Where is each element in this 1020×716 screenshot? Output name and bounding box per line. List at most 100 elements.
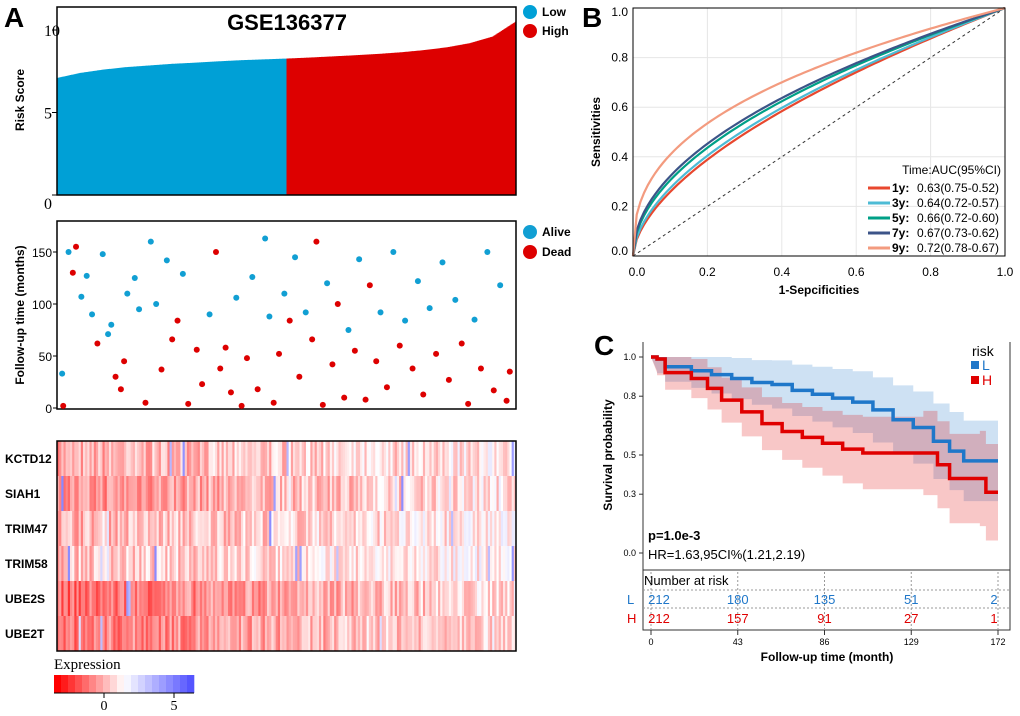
heatmap-cell [440, 546, 443, 581]
at-risk-count: 212 [648, 592, 670, 607]
heatmap-cell [418, 581, 422, 616]
heatmap-cell [368, 511, 372, 546]
heatmap-cell [464, 511, 467, 546]
heatmap-cell [173, 581, 177, 616]
heatmap-cell [492, 511, 495, 546]
heatmap-cell [498, 581, 502, 616]
heatmap-cell [119, 441, 123, 476]
heatmap-cell [275, 476, 279, 511]
heatmap-cell [141, 441, 145, 476]
heatmap-cell [145, 476, 149, 511]
heatmap-cell [143, 581, 147, 616]
heatmap-cell [318, 511, 322, 546]
heatmap-cell [485, 546, 489, 581]
heatmap-cell [305, 581, 309, 616]
heatmap-cell [442, 546, 445, 581]
heatmap-cell [282, 616, 285, 651]
heatmap-cell [455, 476, 458, 511]
heatmap-cell [429, 616, 432, 651]
heatmap-cell [199, 476, 203, 511]
scatter-point [345, 327, 352, 333]
heatmap-cell [440, 616, 443, 651]
heatmap-cell [483, 441, 487, 476]
heatmap-cell [442, 581, 445, 616]
heatmap-cell [145, 581, 149, 616]
scatter-point [390, 249, 397, 255]
heatmap-cell [487, 546, 491, 581]
heatmap-cell [290, 546, 294, 581]
heatmap-cell [69, 511, 73, 546]
colorbar-swatch [110, 675, 118, 693]
heatmap-cell [202, 511, 205, 546]
heatmap-cell [303, 511, 307, 546]
heatmap-cell [312, 441, 316, 476]
scatter-point [270, 399, 277, 406]
heatmap-cell [147, 546, 151, 581]
heatmap-cell [446, 546, 450, 581]
heatmap-cell [433, 581, 437, 616]
heatmap-cell [280, 581, 283, 616]
heatmap-cell [327, 476, 331, 511]
y-tick-label: 0.4 [611, 150, 628, 164]
heatmap-cell [195, 511, 199, 546]
heatmap-cell [347, 441, 350, 476]
heatmap-cell [394, 616, 398, 651]
chart-title: GSE136377 [227, 10, 347, 35]
x-tick-label: 0.6 [848, 265, 865, 279]
heatmap-cell [338, 441, 342, 476]
heatmap-cell [418, 546, 422, 581]
heatmap-cell [444, 616, 448, 651]
heatmap-cell [221, 476, 225, 511]
heatmap-cell [355, 441, 359, 476]
heatmap-cell [453, 546, 456, 581]
heatmap-cell [442, 511, 445, 546]
heatmap-cell [260, 441, 264, 476]
heatmap-cell [433, 616, 437, 651]
heatmap-cell [154, 581, 157, 616]
heatmap-cell [115, 476, 119, 511]
heatmap-cell [156, 581, 160, 616]
heatmap-cell [264, 616, 268, 651]
heatmap-cell [243, 546, 246, 581]
scatter-point [490, 387, 497, 394]
heatmap-cell [297, 476, 300, 511]
heatmap-cell [208, 581, 212, 616]
heatmap-cell [312, 546, 316, 581]
heatmap-cell [351, 581, 355, 616]
legend-label: 0.64(0.72-0.57) [917, 196, 999, 210]
heatmap-cell [204, 616, 207, 651]
heatmap-cell [117, 511, 121, 546]
heatmap-cell [464, 546, 467, 581]
heatmap-cell [260, 546, 264, 581]
heatmap-cell [453, 441, 456, 476]
scatter-point [193, 346, 200, 353]
heatmap-cell [147, 511, 151, 546]
heatmap-cell [477, 511, 480, 546]
heatmap-cell [470, 616, 474, 651]
heatmap-cell [245, 441, 248, 476]
colorbar-swatch [152, 675, 160, 693]
heatmap-cell [286, 581, 290, 616]
heatmap-cell [137, 581, 140, 616]
heatmap-cell [316, 581, 320, 616]
heatmap-cell [232, 546, 235, 581]
x-tick-label: 1.0 [997, 265, 1014, 279]
heatmap-cell [262, 546, 266, 581]
heatmap-cell [383, 581, 387, 616]
heatmap-cell [331, 546, 335, 581]
heatmap-cell [232, 581, 235, 616]
heatmap-cell [472, 546, 476, 581]
heatmap-cell [429, 581, 432, 616]
heatmap-cell [87, 441, 90, 476]
heatmap-cell [212, 476, 216, 511]
heatmap-cell [357, 441, 361, 476]
heatmap-cell [173, 476, 177, 511]
heatmap-cell [277, 581, 281, 616]
heatmap-cell [85, 616, 88, 651]
heatmap-cell [262, 616, 266, 651]
heatmap-cell [308, 476, 311, 511]
heatmap-cell [102, 546, 106, 581]
heatmap-cell [217, 511, 220, 546]
reference-diagonal [632, 7, 1006, 257]
heatmap-cell [254, 511, 257, 546]
